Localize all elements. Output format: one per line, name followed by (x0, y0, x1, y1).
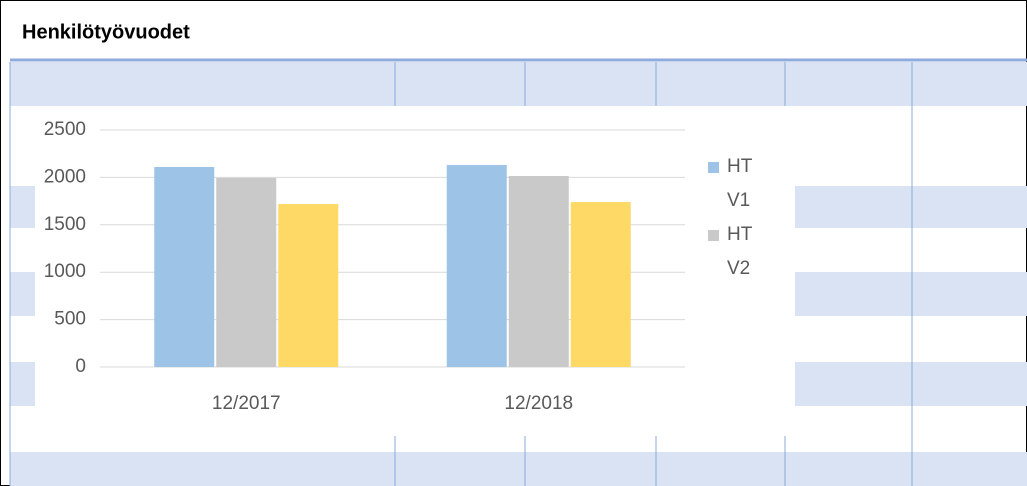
y-tick-label: 500 (54, 309, 86, 330)
legend-swatch (708, 162, 719, 173)
legend-swatch (708, 230, 719, 241)
legend-label: HT V1 (727, 156, 752, 211)
legend: HT V1 HT V2 (708, 150, 778, 286)
y-tick-label: 2500 (44, 119, 86, 140)
sheet-title: Henkilötyövuodet (22, 21, 190, 43)
legend-item: HT V1 (708, 150, 778, 218)
legend-label: HT V2 (727, 224, 752, 279)
x-tick-label: 12/2017 (212, 393, 281, 414)
bar (278, 204, 339, 367)
y-tick-label: 0 (75, 356, 86, 377)
bar (508, 175, 569, 367)
y-tick-label: 1500 (44, 214, 86, 235)
chart-area (35, 106, 795, 436)
legend-item: HT V2 (708, 218, 778, 286)
bar (154, 166, 215, 367)
y-tick-label: 2000 (44, 166, 86, 187)
plot: 0 500 1000 1500 2000 2500 12/2017 12/2018 (44, 119, 685, 414)
bar (216, 177, 277, 367)
y-tick-label: 1000 (44, 261, 86, 282)
bar (446, 164, 507, 367)
bar (570, 202, 631, 367)
x-tick-label: 12/2018 (504, 393, 573, 414)
